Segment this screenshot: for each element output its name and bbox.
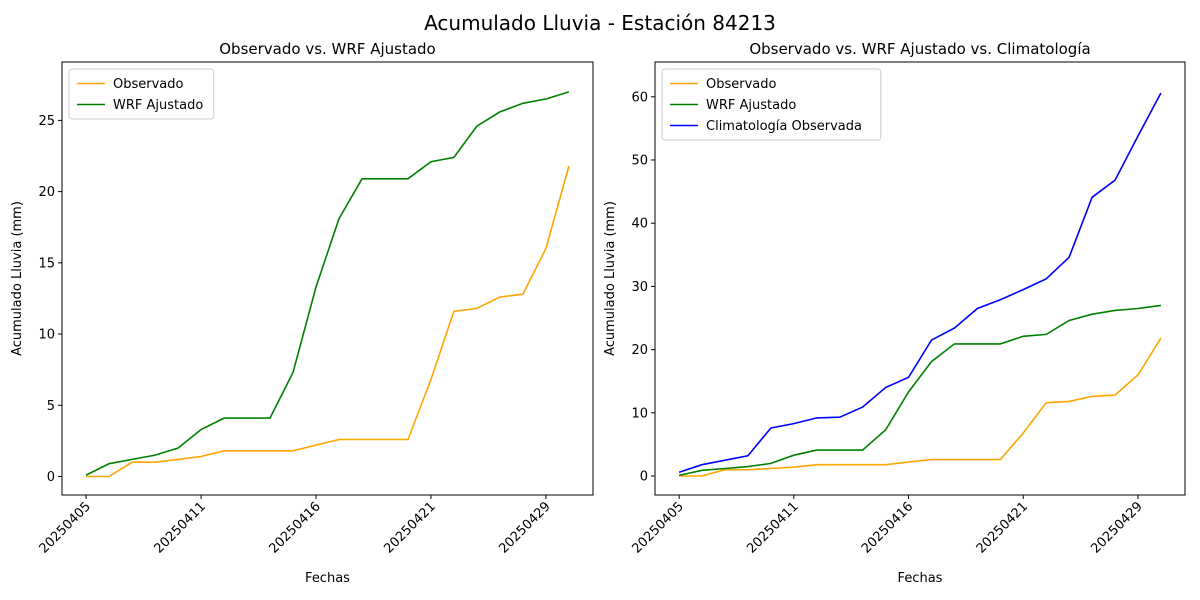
x-tick-label: 20250416	[266, 499, 323, 556]
chart-title: Observado vs. WRF Ajustado vs. Climatolo…	[749, 40, 1090, 58]
legend-label: WRF Ajustado	[113, 98, 203, 113]
y-tick-label: 25	[38, 114, 55, 129]
plot-frame	[654, 61, 1186, 496]
data-line	[86, 165, 570, 478]
legend-label: Observado	[706, 77, 777, 92]
y-axis-label: Acumulado Lluvia (mm)	[10, 201, 25, 356]
data-line	[85, 91, 570, 476]
x-tick-label: 20250429	[1088, 499, 1145, 556]
data-line	[679, 337, 1162, 477]
x-tick-label: 20250416	[859, 499, 916, 556]
y-tick-label: 30	[631, 280, 648, 295]
data-line	[678, 304, 1162, 477]
y-tick-label: 50	[631, 153, 648, 168]
y-axis-label: Acumulado Lluvia (mm)	[603, 201, 618, 356]
plot-frame	[61, 61, 594, 496]
y-tick-label: 5	[47, 399, 55, 414]
legend-box	[68, 68, 215, 120]
legend-label: Observado	[113, 77, 184, 92]
y-tick-label: 20	[631, 343, 648, 358]
x-tick-label: 20250421	[974, 499, 1031, 556]
y-tick-label: 10	[38, 328, 55, 343]
y-tick-label: 15	[38, 256, 55, 271]
legend-box	[661, 68, 882, 141]
y-tick-label: 20	[38, 185, 55, 200]
legend-label: WRF Ajustado	[706, 98, 796, 113]
x-tick-label: 20250411	[152, 499, 209, 556]
y-tick-label: 0	[47, 470, 55, 485]
x-tick-label: 20250429	[496, 499, 553, 556]
legend-label: Climatología Observada	[706, 119, 862, 134]
x-tick-label: 20250405	[37, 499, 94, 556]
y-tick-label: 40	[631, 217, 648, 232]
y-tick-label: 0	[640, 470, 648, 485]
figure-title: Acumulado Lluvia - Estación 84213	[424, 11, 776, 35]
x-tick-label: 20250405	[630, 499, 687, 556]
y-tick-label: 60	[631, 90, 648, 105]
x-tick-label: 20250411	[744, 499, 801, 556]
data-line	[678, 92, 1162, 473]
x-axis-label: Fechas	[898, 571, 943, 586]
y-tick-label: 10	[631, 406, 648, 421]
x-tick-label: 20250421	[381, 499, 438, 556]
x-axis-label: Fechas	[305, 571, 350, 586]
chart-title: Observado vs. WRF Ajustado	[219, 40, 435, 58]
